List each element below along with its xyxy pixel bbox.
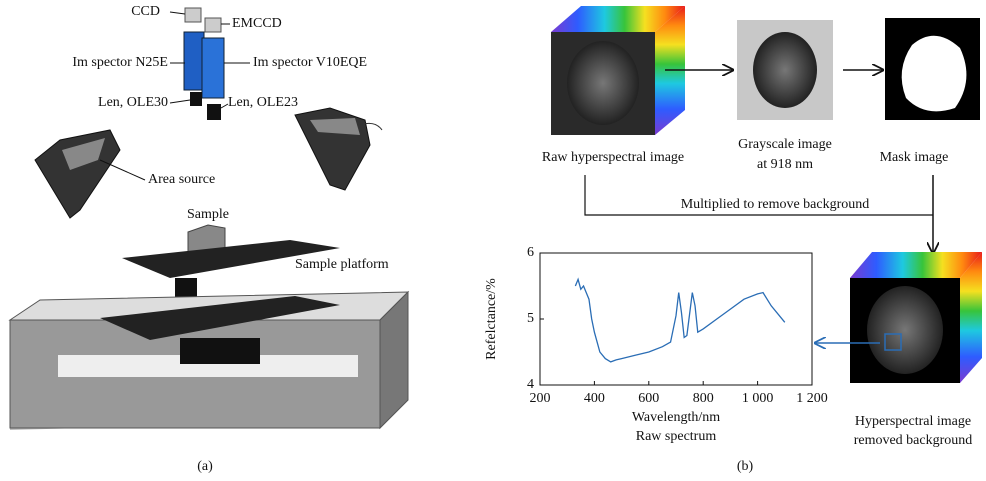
label: at 918 nm: [757, 157, 813, 172]
label: Raw hyperspectral image: [542, 150, 684, 165]
label: Mask image: [880, 150, 949, 165]
panel-label: (a): [197, 459, 213, 474]
y-tick-label: 6: [527, 245, 534, 260]
label: Grayscale image: [738, 137, 832, 152]
label: Area source: [148, 172, 215, 187]
label: Im spector N25E: [72, 55, 168, 70]
spectrum-chart: 200 400 600 800 1 000 1 200 4 5 6: [527, 245, 828, 406]
label: Multiplied to remove background: [681, 197, 870, 212]
plot-frame: [540, 253, 812, 385]
panel-label: (b): [737, 459, 754, 474]
label: removed background: [854, 433, 973, 448]
label: CCD: [131, 4, 160, 19]
x-axis-label: Wavelength/nm: [632, 410, 720, 425]
label: Len, OLE30: [98, 95, 168, 110]
label: Sample platform: [295, 257, 389, 272]
label: Sample: [187, 207, 229, 222]
x-tick-label: 200: [530, 391, 551, 406]
processing-flow: [551, 6, 982, 383]
x-tick-label: 1 200: [796, 391, 828, 406]
spectrum-line: [575, 279, 784, 362]
label: EMCCD: [232, 16, 282, 31]
label: Im spector V10EQE: [253, 55, 367, 70]
label: Len, OLE23: [228, 95, 298, 110]
x-tick-label: 400: [584, 391, 605, 406]
y-tick-label: 4: [527, 377, 534, 392]
y-axis-label: Refelctance/%: [484, 278, 499, 360]
x-tick-label: 800: [693, 391, 714, 406]
x-tick-label: 600: [638, 391, 659, 406]
label: Hyperspectral image: [855, 414, 971, 429]
y-tick-label: 5: [527, 311, 534, 326]
chart-caption: Raw spectrum: [636, 429, 717, 444]
x-tick-label: 1 000: [742, 391, 774, 406]
figure: CCD EMCCD Im spector N25E Im spector V10…: [0, 0, 986, 481]
